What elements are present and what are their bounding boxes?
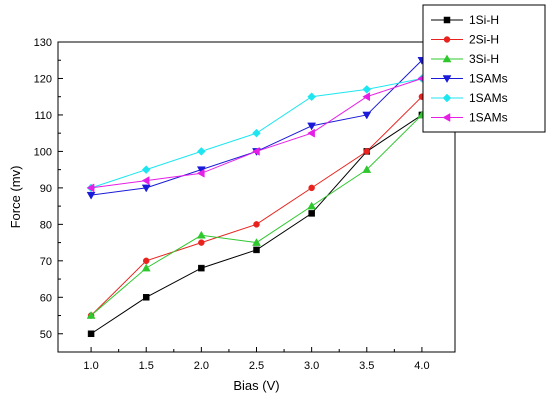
series-layer (86, 56, 427, 338)
x-axis-ticks: 1.0 1.5 2.0 2.5 3.0 3.5 4.0 (83, 347, 430, 372)
data-point (86, 183, 95, 193)
data-point (362, 85, 372, 94)
data-point (142, 294, 150, 301)
y-tick-label: 110 (34, 110, 52, 122)
data-point (252, 128, 261, 138)
data-point (251, 146, 260, 156)
y-tick-label: 120 (34, 73, 52, 85)
data-point (308, 210, 315, 217)
data-point (442, 75, 452, 84)
data-point (253, 246, 260, 254)
data-point (363, 148, 371, 155)
data-point (362, 92, 371, 102)
legend-label: 2Si-H (469, 33, 499, 47)
data-point (142, 257, 150, 265)
legend-entry: 2Si-H (431, 33, 499, 47)
series-4 (86, 56, 427, 200)
x-tick-label: 3.0 (304, 360, 319, 372)
legend: 1Si-H 2Si-H 3Si-H 1SAMs 1SAMs 1SAMs (422, 4, 546, 133)
x-axis-title: Bias (V) (233, 378, 279, 393)
data-point (443, 36, 451, 43)
legend-entry: 1Si-H (431, 13, 499, 27)
data-point (141, 165, 151, 175)
data-point (198, 264, 205, 272)
y-tick-label: 80 (40, 219, 52, 231)
data-point (196, 168, 205, 178)
data-point (252, 238, 261, 246)
series-2 (87, 93, 426, 319)
data-point (141, 176, 150, 186)
data-point (141, 263, 151, 272)
y-tick-label: 60 (40, 292, 52, 304)
x-tick-label: 4.0 (414, 360, 429, 372)
series-3 (86, 110, 427, 319)
legend-label: 1Si-H (469, 13, 499, 27)
data-point (196, 230, 206, 239)
legend-label: 1SAMs (469, 91, 508, 105)
data-point (443, 16, 451, 24)
data-point (308, 184, 315, 192)
legend-label: 3Si-H (469, 52, 499, 66)
series-5 (86, 74, 427, 193)
data-point (86, 311, 96, 319)
data-point (362, 111, 372, 120)
x-tick-label: 2.5 (249, 360, 264, 372)
data-point (197, 147, 206, 156)
series-line (91, 59, 423, 196)
plot-frame (57, 41, 456, 353)
data-point (198, 239, 205, 246)
series-line (90, 114, 423, 316)
plot-area (57, 41, 456, 353)
legend-entry: 3Si-H (431, 52, 499, 66)
x-tick-label: 1.5 (139, 360, 154, 372)
data-point (442, 54, 452, 63)
x-tick-label: 1.0 (83, 360, 98, 372)
y-tick-label: 130 (34, 37, 52, 49)
data-point (253, 221, 260, 228)
data-point (307, 122, 317, 131)
y-axis-ticks: 50 60 70 80 90 100 110 120 130 (34, 37, 63, 341)
y-tick-label: 100 (34, 146, 52, 158)
data-point (307, 92, 316, 102)
y-tick-label: 70 (40, 256, 52, 268)
legend-entry: 1SAMs (431, 91, 508, 105)
x-tick-label: 2.0 (194, 360, 209, 372)
y-tick-label: 90 (40, 183, 52, 195)
data-point (442, 113, 451, 122)
data-point (87, 330, 95, 338)
legend-label: 1SAMs (469, 111, 508, 125)
x-tick-label: 3.5 (359, 360, 374, 372)
legend-entry: 1SAMs (431, 72, 508, 86)
data-point (442, 93, 452, 103)
data-point (141, 184, 151, 193)
data-point (307, 128, 315, 138)
legend-entry: 1SAMs (431, 111, 508, 125)
data-point (307, 201, 317, 210)
data-point (86, 191, 96, 200)
legend-label: 1SAMs (469, 72, 508, 86)
data-point (362, 165, 372, 173)
y-tick-label: 50 (40, 329, 52, 341)
y-axis-title: Force (mv) (8, 166, 23, 229)
legend-box (422, 4, 546, 133)
